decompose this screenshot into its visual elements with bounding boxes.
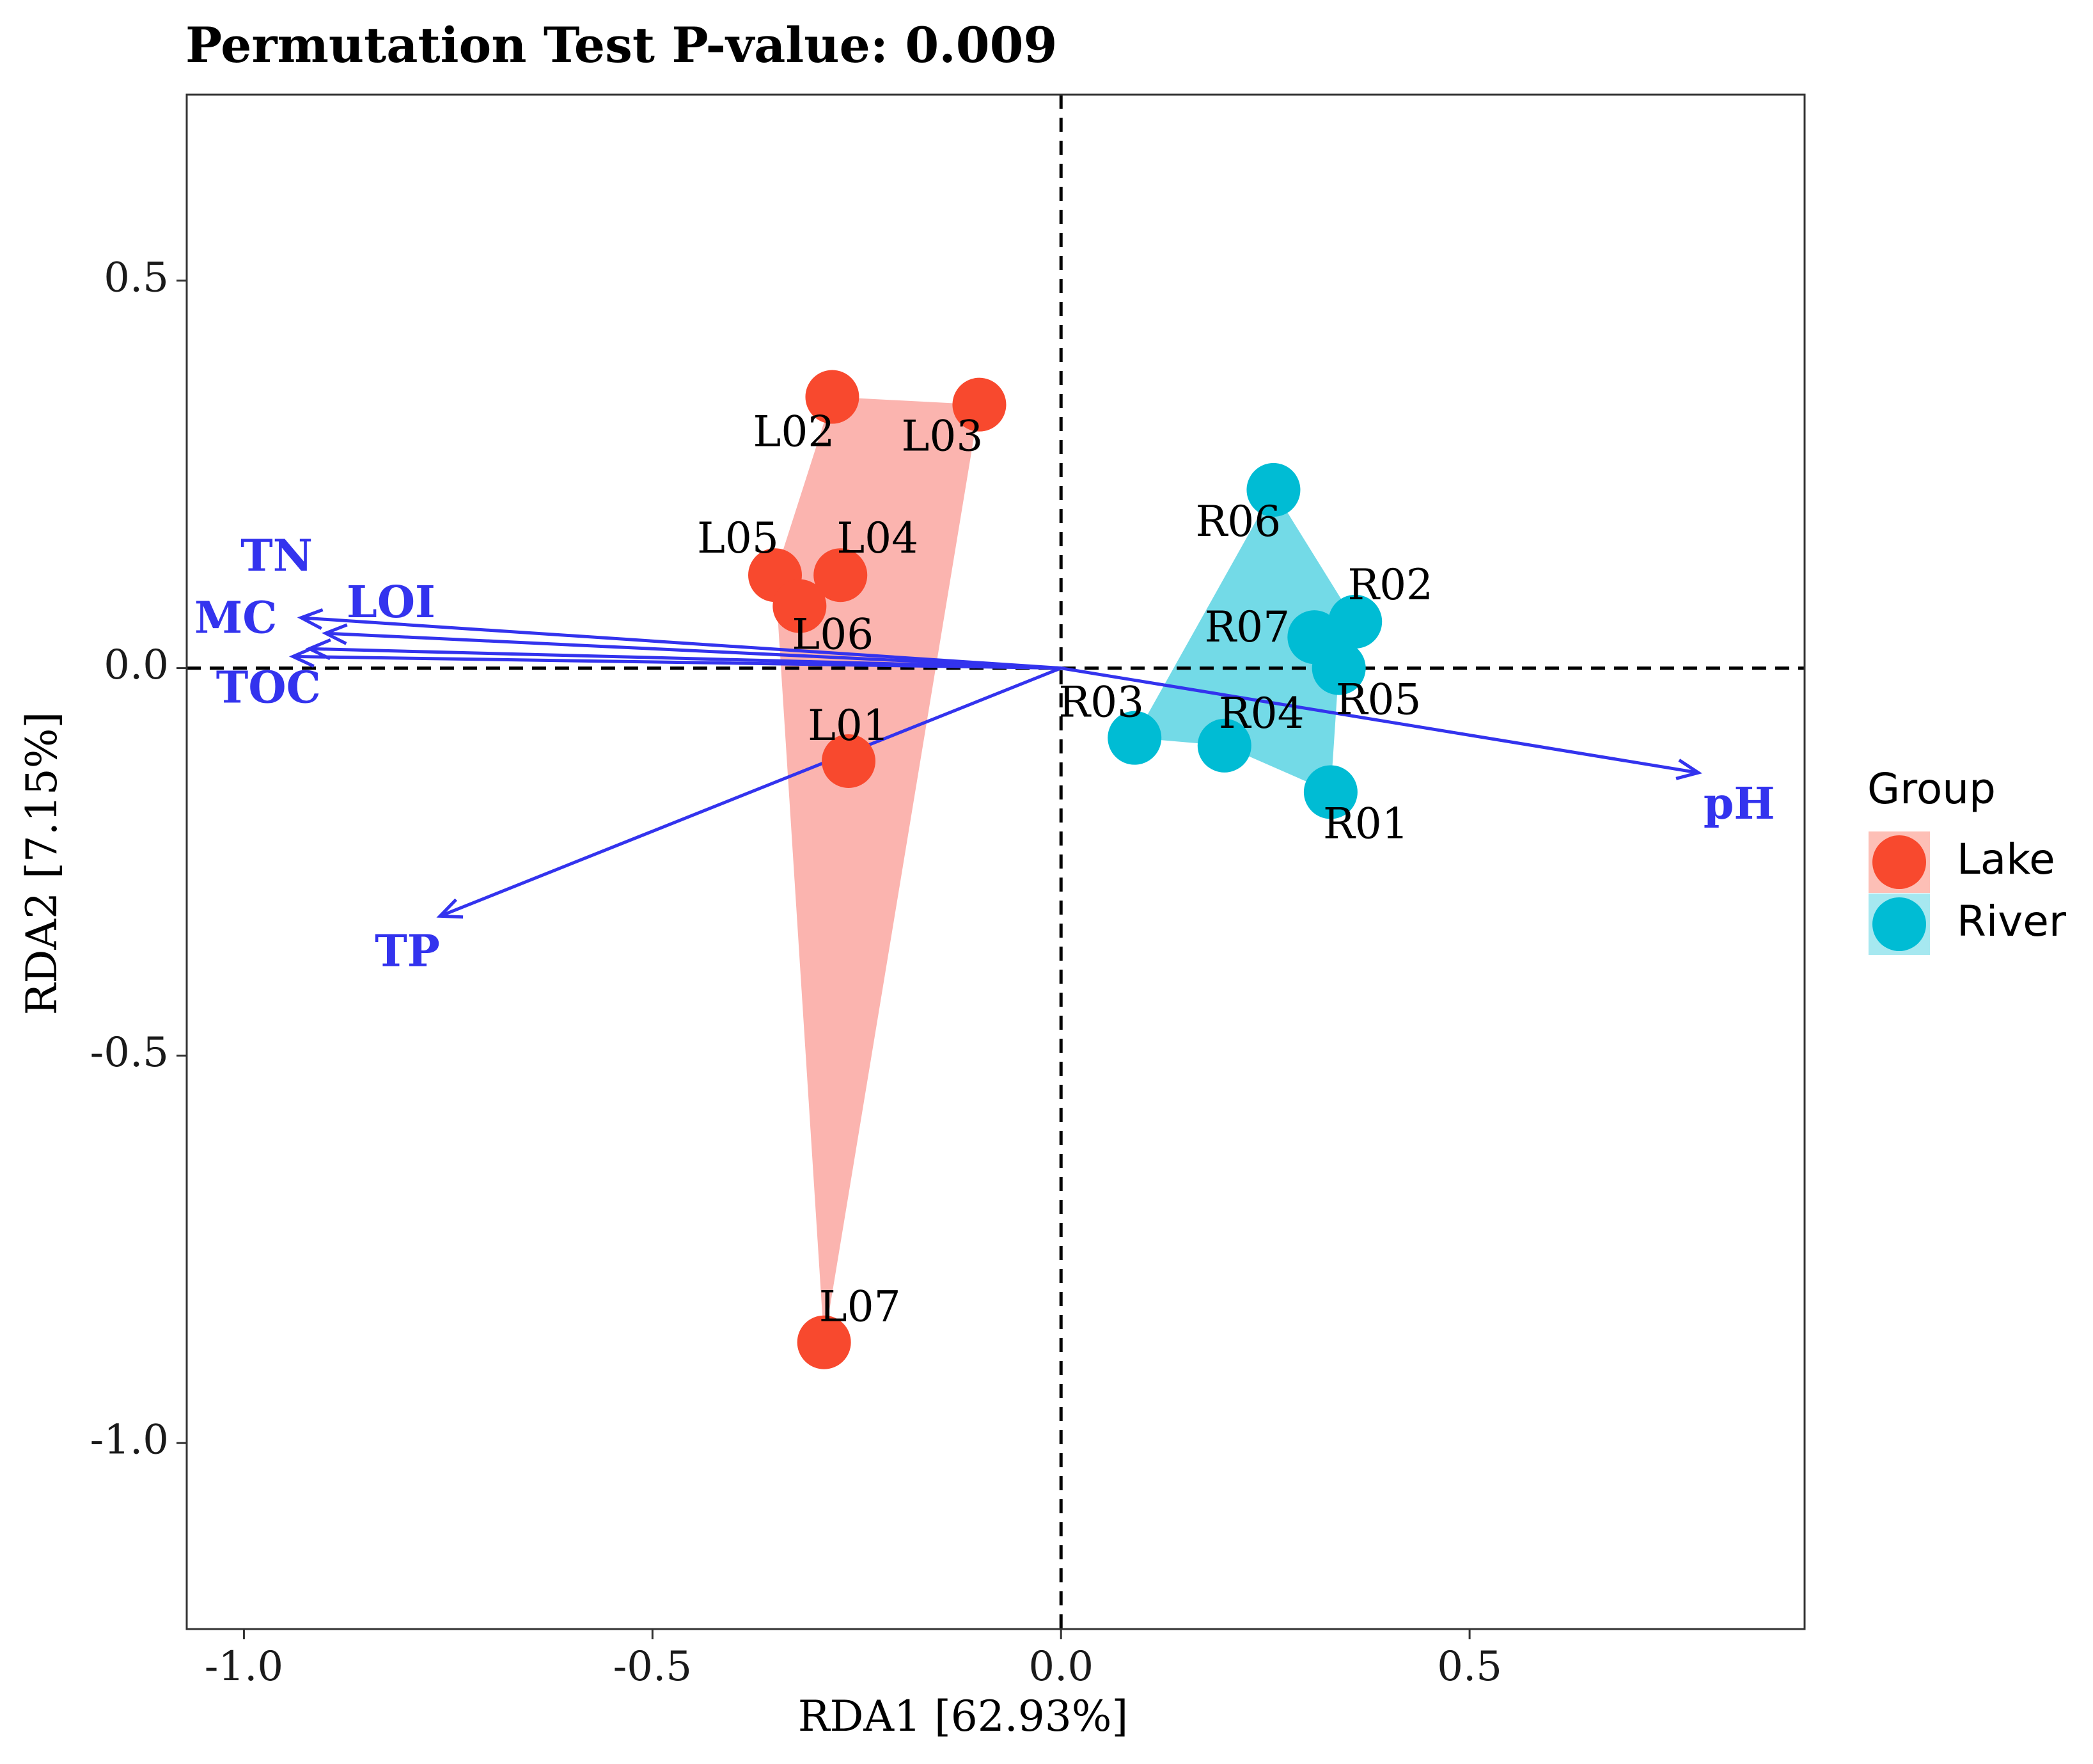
plot-frame	[185, 93, 1806, 1630]
plot-border	[185, 93, 1806, 1630]
vector-toc	[293, 654, 1062, 670]
vector-label-tp: TP	[375, 925, 440, 977]
chart-title: Permutation Test P-value: 0.009	[185, 17, 1057, 74]
point-label-r03: R03	[1058, 678, 1144, 727]
x-axis-label: RDA1 [62.93%]	[798, 1692, 1128, 1741]
point-r02	[1328, 594, 1383, 649]
vector-label-toc: TOC	[216, 662, 321, 713]
env-vectors: TN LOI MC TOC TP pH	[194, 530, 1775, 977]
axes: -1.0 -0.5 0.0 0.5 0.5 0.0 -0.5 -1.0	[90, 254, 1502, 1690]
point-label-r07: R07	[1204, 602, 1290, 652]
point-label-l04: L04	[836, 514, 918, 563]
point-l07	[797, 1315, 851, 1369]
point-label-r06: R06	[1196, 497, 1282, 546]
legend-marker-river	[1872, 897, 1926, 951]
sample-points	[748, 370, 1383, 1369]
point-l04	[813, 548, 868, 602]
point-l03	[952, 377, 1007, 432]
vector-label-loi: LOI	[347, 577, 435, 628]
hull-river	[1134, 489, 1356, 792]
vector-loi	[325, 631, 1062, 670]
point-label-l05: L05	[697, 514, 779, 563]
point-label-l06: L06	[792, 610, 874, 659]
point-label-r02: R02	[1347, 560, 1433, 610]
point-label-l03: L03	[902, 412, 984, 461]
y-axis-label: RDA2 [7.15%]	[17, 712, 67, 1015]
arrowhead-loi	[322, 623, 348, 645]
arrowhead-ph	[1675, 759, 1702, 780]
point-label-l07: L07	[819, 1282, 901, 1332]
vector-ph	[1060, 666, 1699, 775]
point-r06	[1246, 462, 1301, 517]
point-label-l02: L02	[753, 407, 835, 457]
legend-title: Group	[1867, 764, 1996, 814]
point-label-r05: R05	[1336, 675, 1422, 725]
vector-tp	[439, 666, 1062, 918]
point-r01	[1303, 765, 1358, 819]
x-tick-label: 0.0	[1028, 1643, 1094, 1690]
arrowhead-toc	[288, 645, 315, 668]
hull-lake	[775, 397, 980, 1343]
legend-marker-lake	[1872, 835, 1926, 889]
point-r03	[1108, 711, 1162, 765]
y-tick-label: -1.0	[90, 1417, 169, 1464]
legend-label-river: River	[1957, 897, 2067, 946]
point-l06	[772, 579, 827, 633]
point-label-l01: L01	[808, 701, 890, 750]
vector-label-tn: TN	[240, 530, 313, 581]
point-l01	[822, 734, 875, 788]
vector-label-ph: pH	[1704, 778, 1775, 830]
y-tick-label: 0.5	[104, 254, 169, 301]
point-l02	[805, 370, 859, 424]
vector-label-mc: MC	[194, 592, 277, 643]
point-label-r04: R04	[1219, 689, 1305, 738]
group-hulls	[775, 397, 1356, 1343]
legend: Group Lake River	[1867, 764, 2067, 955]
vector-tn	[301, 616, 1062, 670]
sample-labels: L01 L02 L03 L04 L05 L06 L07 R01 R02 R03 R04 R05 R06 R…	[697, 407, 1433, 1332]
point-label-r01: R01	[1323, 799, 1409, 848]
y-tick-label: -0.5	[90, 1029, 169, 1076]
x-tick-label: 0.5	[1437, 1643, 1502, 1690]
point-r04	[1197, 718, 1251, 773]
arrowhead-tn	[297, 608, 324, 630]
x-tick-label: -0.5	[613, 1643, 692, 1690]
y-tick-label: 0.0	[104, 642, 169, 689]
x-tick-label: -1.0	[205, 1643, 283, 1690]
arrowhead-tp	[436, 898, 464, 919]
legend-label-lake: Lake	[1957, 835, 2055, 884]
point-r07	[1287, 610, 1342, 665]
